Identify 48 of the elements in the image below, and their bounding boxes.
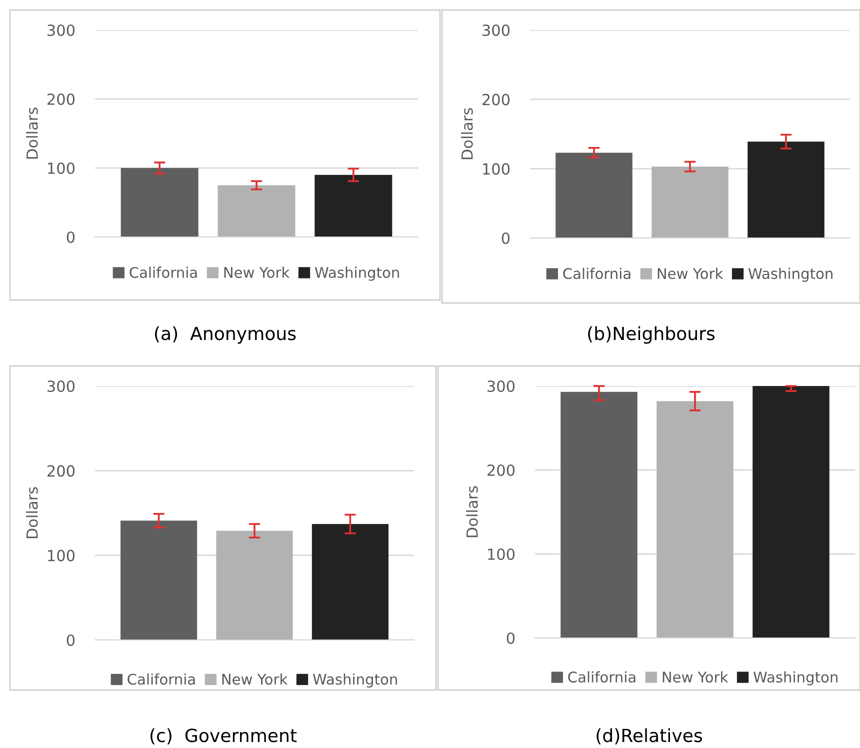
bar (312, 524, 388, 640)
legend-label: New York (222, 673, 288, 685)
y-tick-label: 0 (506, 632, 515, 644)
text: (a) Anonymous (155, 326, 296, 344)
legend-label: New York (662, 671, 728, 683)
y-axis-title: Dollars (461, 108, 473, 160)
y-tick-label: 100 (48, 162, 75, 174)
y-tick-label: 300 (48, 380, 75, 392)
y-tick-label: 100 (48, 550, 75, 562)
bar (218, 185, 296, 237)
y-tick-label: 100 (488, 548, 515, 560)
y-tick-label: 200 (482, 94, 510, 106)
bar (120, 168, 198, 237)
y-tick-label: 0 (66, 231, 75, 244)
legend-label: California (130, 266, 197, 278)
bar (120, 520, 198, 640)
bar (556, 152, 632, 238)
text: (c) Government (150, 728, 297, 744)
y-axis-title: Dollars (26, 487, 38, 538)
legend-label: Washington (753, 671, 838, 686)
y-tick-label: 300 (488, 380, 515, 392)
legend-label: California (128, 673, 195, 685)
bar (748, 142, 824, 238)
bar (314, 174, 392, 237)
bar (652, 166, 728, 238)
y-tick-label: 200 (48, 93, 75, 106)
legend-label: New York (658, 268, 724, 280)
y-tick-label: 300 (482, 24, 510, 36)
text: (d)Relatives (596, 728, 702, 744)
y-tick-label: 0 (502, 232, 510, 244)
bar (752, 386, 830, 638)
y-tick-label: 200 (488, 464, 515, 476)
y-axis-title: Dollars (466, 486, 478, 538)
legend-label: Washington (314, 266, 399, 281)
y-tick-label: 0 (66, 634, 75, 646)
y-axis-title: Dollars (26, 108, 38, 159)
bar (656, 401, 734, 638)
legend-label: California (568, 671, 636, 683)
bar (560, 392, 638, 638)
text: (b)Neighbours (588, 326, 715, 344)
legend-label: Washington (748, 268, 832, 282)
bar (216, 530, 293, 640)
y-tick-label: 300 (48, 24, 75, 36)
y-tick-label: 100 (483, 163, 510, 175)
legend-label: California (563, 268, 630, 280)
legend-label: Washington (312, 673, 397, 688)
y-tick-label: 200 (48, 465, 75, 477)
legend-label: New York (224, 266, 290, 278)
